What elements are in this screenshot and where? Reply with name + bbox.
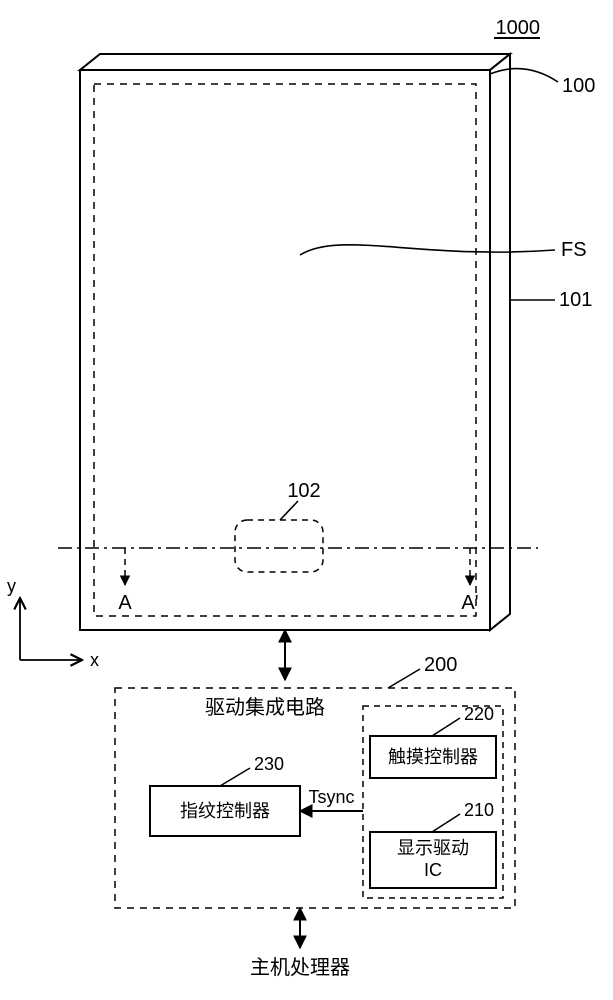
- touch-ctrl-label: 触摸控制器: [388, 747, 478, 767]
- axis-x-label: x: [90, 650, 99, 670]
- label-101: 101: [559, 289, 592, 311]
- fs-label: FS: [561, 239, 587, 261]
- axis-y-label: y: [7, 576, 16, 596]
- leader-220: [432, 718, 460, 736]
- label-210: 210: [464, 800, 494, 820]
- drive-ic-title: 驱动集成电路: [205, 696, 325, 719]
- label-220: 220: [464, 704, 494, 724]
- diagram-svg: 1000 FS 100 101 102 A A' x y 驱动集成电路 200 …: [0, 0, 613, 1000]
- label-a-prime: A': [461, 592, 478, 614]
- fp-ctrl-label: 指纹控制器: [180, 801, 270, 821]
- display-ic-line1: 显示驱动: [397, 838, 469, 858]
- display-ic-line2: IC: [424, 860, 442, 880]
- leader-200: [388, 669, 420, 688]
- leader-230: [220, 768, 250, 786]
- xy-axes: [20, 598, 82, 660]
- figure-number: 1000: [496, 17, 541, 39]
- label-230: 230: [254, 754, 284, 774]
- label-200: 200: [424, 654, 457, 676]
- label-a: A: [118, 592, 132, 614]
- label-100: 100: [562, 75, 595, 97]
- leader-210: [432, 814, 460, 832]
- label-102: 102: [287, 480, 320, 502]
- tsync-label: Tsync: [308, 787, 354, 807]
- display-panel: [80, 54, 510, 630]
- host-label: 主机处理器: [250, 956, 350, 979]
